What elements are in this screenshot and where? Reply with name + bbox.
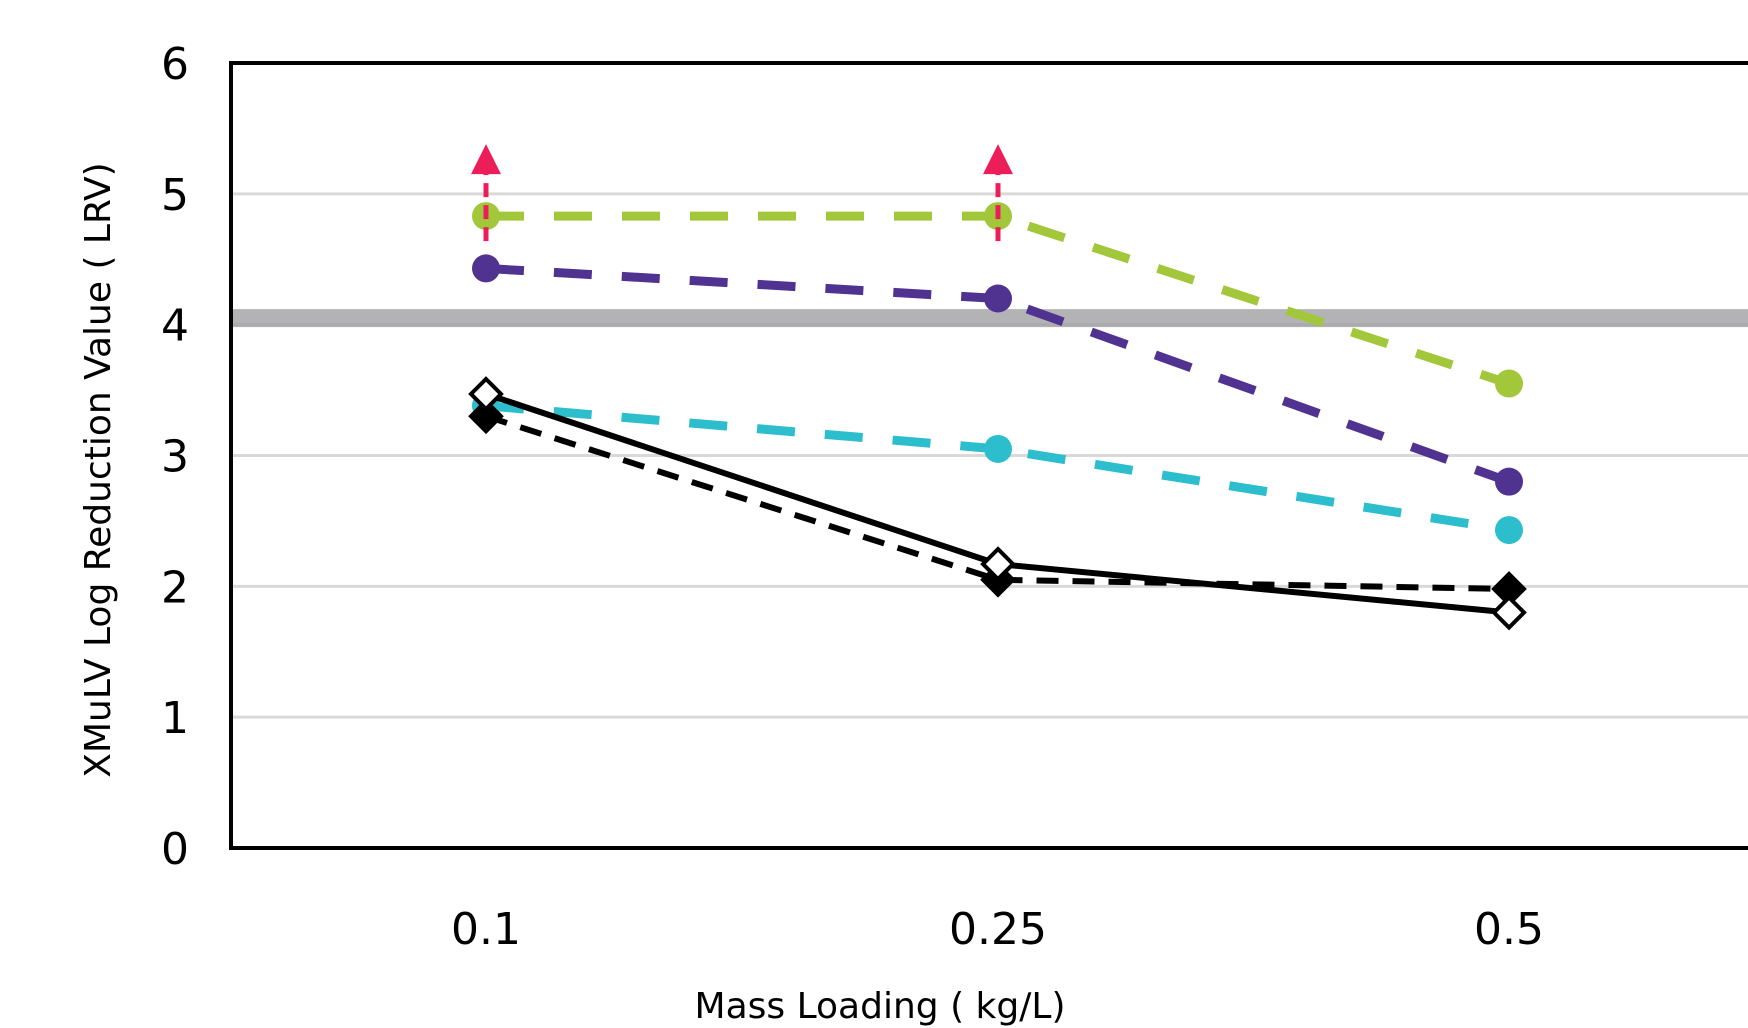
- series-3-point: [1495, 516, 1523, 545]
- y-tick-label: 2: [161, 562, 189, 613]
- y-tick-label: 0: [161, 824, 189, 875]
- series-5: [468, 376, 1527, 631]
- series-4-point: [468, 398, 504, 435]
- series-5-point: [468, 376, 504, 412]
- x-tick-label: 0.1: [451, 904, 521, 955]
- series-2-point: [472, 254, 500, 283]
- y-tick-labels: 0 1 2 3 4 5 6: [161, 39, 189, 875]
- y-tick-label: 1: [161, 693, 189, 744]
- series-2-point: [1495, 467, 1523, 496]
- limit-arrows-group: [471, 144, 1013, 242]
- series-group: [468, 202, 1527, 631]
- plot-frame: [229, 61, 1748, 850]
- limit-arrow-head: [471, 144, 501, 175]
- series-4-line: [485, 413, 1510, 592]
- x-tick-labels: 0.1 0.25 0.5: [451, 904, 1544, 955]
- y-axis-title: XMuLV Log Reduction Value ( LRV): [78, 162, 119, 777]
- y-tick-label: 5: [161, 170, 189, 221]
- y-tick-label: 6: [161, 39, 189, 90]
- series-3: [472, 391, 1523, 545]
- limit-arrow-head: [983, 144, 1013, 175]
- series-5-point: [1491, 594, 1527, 631]
- y-tick-label: 3: [161, 432, 189, 483]
- series-1-point: [1495, 369, 1523, 398]
- series-2-point: [984, 284, 1012, 313]
- series-2: [472, 254, 1523, 496]
- series-5-point: [980, 546, 1016, 582]
- y-tick-label: 4: [161, 301, 189, 352]
- x-axis-title: Mass Loading ( kg/L): [695, 986, 1066, 1027]
- x-tick-label: 0.5: [1474, 904, 1544, 955]
- series-3-point: [984, 434, 1012, 463]
- x-tick-label: 0.25: [949, 904, 1047, 955]
